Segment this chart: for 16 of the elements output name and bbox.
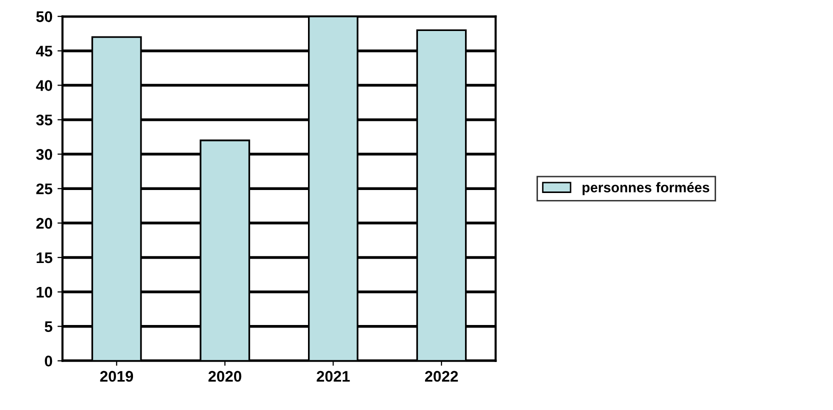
y-tick-label: 45	[36, 46, 52, 57]
x-tick-label: 2021	[316, 370, 350, 382]
y-tick-label: 30	[36, 149, 52, 160]
y-tick-label: 5	[44, 321, 52, 332]
y-tick-label: 35	[36, 114, 52, 126]
x-tick-label: 2020	[208, 370, 242, 382]
x-tick-label: 2019	[100, 370, 134, 382]
y-tick-label: 25	[36, 183, 52, 194]
y-tick-label: 50	[36, 11, 52, 22]
legend-label: personnes formées	[582, 182, 710, 196]
y-tick-label: 20	[36, 218, 52, 229]
y-tick-label: 15	[36, 252, 52, 264]
x-tick-label: 2022	[425, 370, 458, 382]
y-tick-label: 10	[36, 286, 52, 298]
y-tick-label: 40	[36, 80, 52, 91]
y-tick-label: 0	[44, 356, 52, 366]
